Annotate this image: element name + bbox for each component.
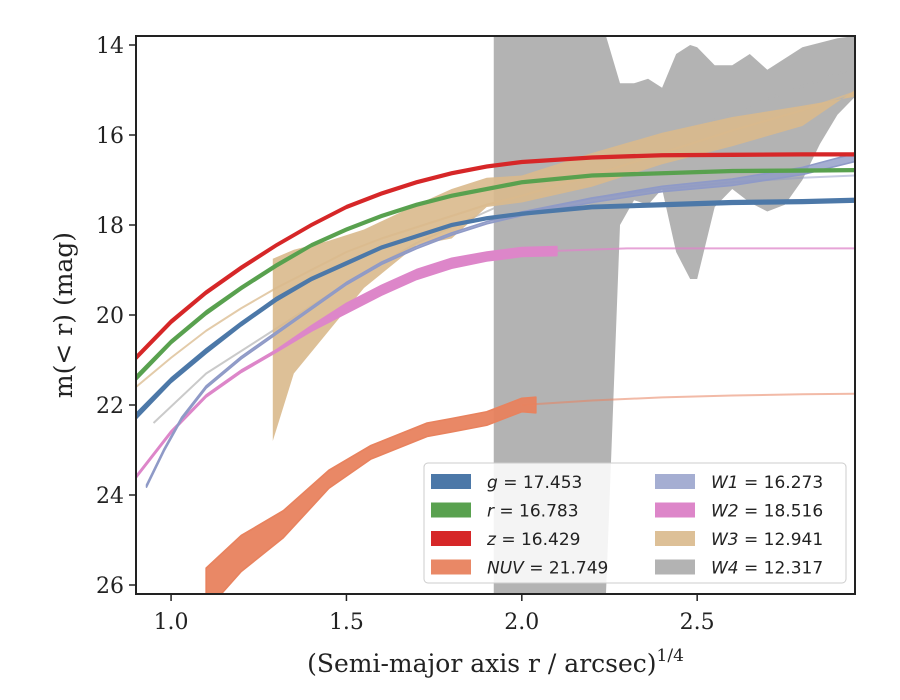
y-tick-label: 14 <box>96 34 124 59</box>
series-w3-ext-line <box>136 91 855 388</box>
y-tick-label: 26 <box>96 574 124 599</box>
x-axis-title-sup: 1/4 <box>657 646 684 666</box>
x-tick-label: 2.0 <box>504 610 539 635</box>
x-tick-label: 2.5 <box>680 610 715 635</box>
x-tick-label: 1.0 <box>154 610 189 635</box>
plot-area <box>136 36 855 594</box>
legend-label-r: r = 16.783 <box>487 502 579 522</box>
y-tick-label: 24 <box>96 484 124 509</box>
legend-label-w4: W4 = 12.317 <box>711 559 823 579</box>
legend-swatch-w1 <box>655 474 695 489</box>
legend-swatch-r <box>431 502 471 518</box>
legend-label-w3: W3 = 12.941 <box>711 530 823 550</box>
legend-label-w2: W2 = 18.516 <box>711 502 823 522</box>
series-w1-band <box>145 152 855 488</box>
x-axis-title: (Semi-major axis r / arcsec)1/4 <box>307 646 684 678</box>
legend: g = 17.453 r = 16.783 z = 16.429 NUV = 21.7… <box>423 462 847 584</box>
legend-label-z: z = 16.429 <box>486 530 580 550</box>
y-axis-title: m(< r) (mag) <box>49 232 78 398</box>
series-g-band <box>136 197 855 420</box>
series-w4-ext-line <box>152 66 855 424</box>
series-nuv-ext-line <box>521 392 855 406</box>
legend-label-g: g = 17.453 <box>487 473 582 493</box>
y-tick-label: 20 <box>96 304 124 329</box>
legend-swatch-w4 <box>655 559 695 575</box>
series-z-band <box>136 152 855 361</box>
y-tick-label: 16 <box>96 124 124 149</box>
series-w3-region <box>272 90 855 441</box>
legend-swatch-z <box>431 531 471 546</box>
legend-box <box>423 462 847 584</box>
series-w2-band <box>136 245 558 479</box>
y-tick-label: 22 <box>96 394 124 419</box>
legend-swatch-nuv <box>431 559 471 575</box>
legend-label-nuv: NUV = 21.749 <box>487 559 608 579</box>
series-nuv-band <box>205 396 537 594</box>
legend-swatch-g <box>431 474 471 489</box>
series-r-band <box>136 167 855 382</box>
legend-swatch-w3 <box>655 531 695 546</box>
series-w2-ext-line <box>521 247 855 253</box>
x-axis-title-main: (Semi-major axis r / arcsec) <box>307 649 656 678</box>
axis-ticks: 1.0 1.5 2.0 2.5 14 16 18 20 22 24 26 <box>96 34 715 635</box>
legend-swatch-w2 <box>655 502 695 518</box>
y-tick-label: 18 <box>96 214 124 239</box>
x-tick-label: 1.5 <box>329 610 364 635</box>
legend-label-w1: W1 = 16.273 <box>711 473 823 493</box>
